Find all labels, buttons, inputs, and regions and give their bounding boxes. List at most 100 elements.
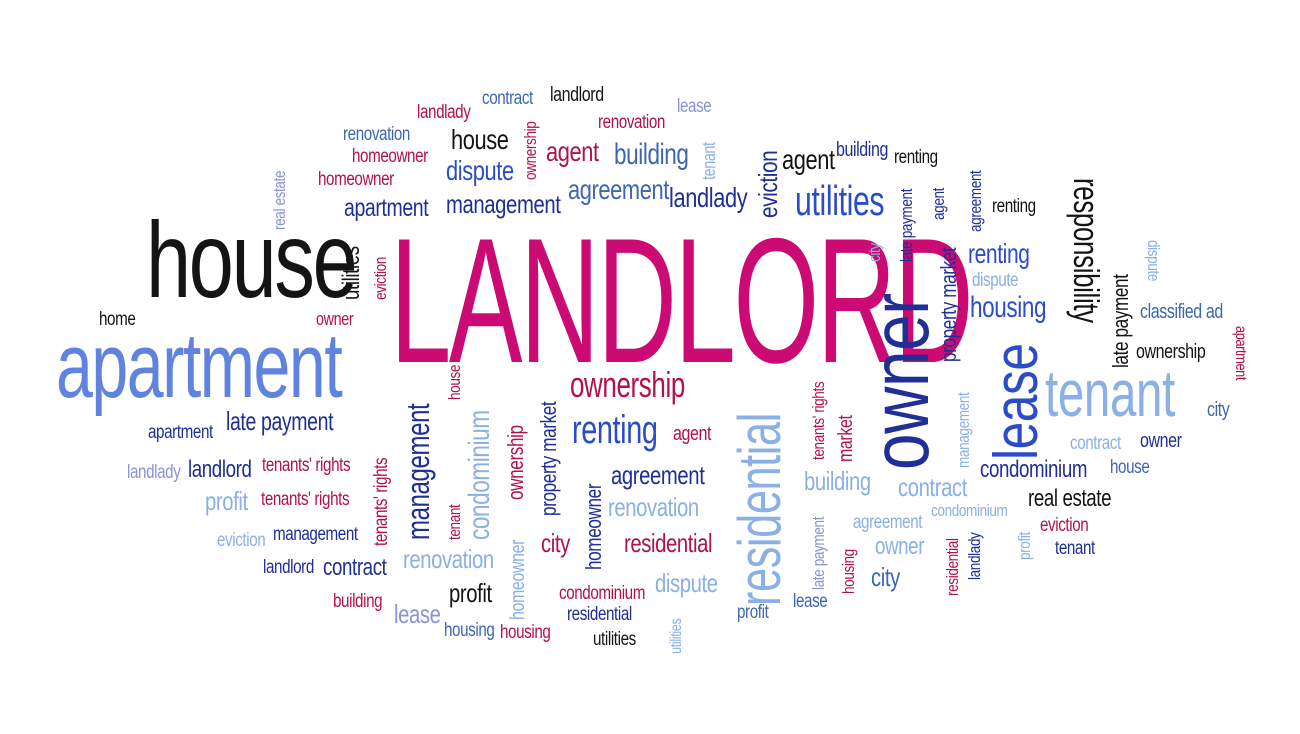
cloud-word: renting xyxy=(894,147,938,168)
cloud-word: residential xyxy=(624,528,713,558)
cloud-word: landlord xyxy=(263,557,314,578)
cloud-word: late payment xyxy=(1108,274,1133,368)
cloud-word: tenants' rights xyxy=(261,489,350,510)
cloud-word: house xyxy=(1110,457,1150,478)
cloud-word: tenants' rights xyxy=(262,455,351,476)
cloud-word: property market xyxy=(936,247,961,362)
cloud-word: housing xyxy=(970,291,1047,324)
cloud-word: landlord xyxy=(188,456,252,483)
cloud-word: agreement xyxy=(611,460,705,490)
cloud-word: landlord xyxy=(550,84,604,106)
cloud-word: contract xyxy=(1070,433,1121,454)
cloud-word: management xyxy=(400,403,436,540)
cloud-word: building xyxy=(804,466,871,496)
cloud-word: late payment xyxy=(897,188,916,262)
cloud-word: apartment xyxy=(1232,326,1249,381)
cloud-word: agent xyxy=(673,423,712,445)
cloud-word: landlady xyxy=(127,462,181,483)
cloud-word: dispute xyxy=(1144,240,1163,282)
cloud-word: utilities xyxy=(795,177,885,224)
cloud-word: lease xyxy=(793,591,828,612)
cloud-word: renovation xyxy=(403,544,494,574)
cloud-word: tenants' rights xyxy=(371,457,392,546)
cloud-word: homeowner xyxy=(318,169,394,190)
cloud-word: building xyxy=(333,591,383,612)
cloud-word: city xyxy=(871,562,900,592)
cloud-word: profit xyxy=(449,578,492,608)
cloud-word: profit xyxy=(1015,532,1034,560)
cloud-word: management xyxy=(446,189,561,219)
cloud-word: apartment xyxy=(344,194,429,222)
cloud-word: real estate xyxy=(270,170,289,230)
cloud-word: agreement xyxy=(568,174,669,205)
cloud-word: ownership xyxy=(503,425,528,500)
cloud-word: utilities xyxy=(668,618,685,654)
cloud-word: dispute xyxy=(972,270,1019,291)
cloud-word: responsibility xyxy=(1066,178,1107,323)
cloud-word: eviction xyxy=(753,150,783,218)
cloud-word: housing xyxy=(444,620,495,641)
cloud-word: renting xyxy=(572,408,658,452)
cloud-word: ownership xyxy=(570,364,685,405)
cloud-word: ownership xyxy=(1136,341,1206,363)
cloud-word: building xyxy=(836,139,888,161)
cloud-word: homeowner xyxy=(581,483,606,570)
cloud-word: dispute xyxy=(446,155,514,186)
cloud-word: city xyxy=(541,528,570,558)
cloud-word: renting xyxy=(968,238,1030,269)
cloud-word: tenants' rights xyxy=(809,381,828,460)
cloud-word: housing xyxy=(839,549,858,594)
cloud-word: classified ad xyxy=(1140,301,1223,323)
cloud-word: homeowner xyxy=(352,146,428,167)
cloud-word: renting xyxy=(992,196,1036,217)
cloud-word: management xyxy=(273,524,358,545)
cloud-word: agent xyxy=(782,144,835,175)
cloud-word: residential xyxy=(943,538,962,596)
cloud-word: tenant xyxy=(445,504,464,540)
cloud-word: utilities xyxy=(593,629,636,650)
cloud-word: homeowner xyxy=(507,539,529,620)
cloud-word: profit xyxy=(737,602,769,623)
cloud-word: city xyxy=(1207,399,1230,421)
cloud-word: apartment xyxy=(56,315,343,417)
cloud-word: residential xyxy=(726,413,793,606)
cloud-word: owner xyxy=(1140,430,1182,452)
cloud-word: tenant xyxy=(1045,356,1175,430)
cloud-word: contract xyxy=(898,472,968,502)
cloud-word: market xyxy=(835,415,857,463)
cloud-word: agreement xyxy=(966,170,985,232)
cloud-word: contract xyxy=(323,554,387,581)
cloud-word: owner xyxy=(855,293,946,470)
cloud-word: real estate xyxy=(1028,485,1112,512)
cloud-word: house xyxy=(146,199,358,320)
cloud-word: home xyxy=(99,309,136,330)
cloud-word-landlord: LANDLORD xyxy=(390,201,974,400)
cloud-word: agent xyxy=(546,136,599,167)
cloud-word: late payment xyxy=(226,406,334,436)
cloud-word: management xyxy=(954,392,973,468)
cloud-word: owner xyxy=(316,309,354,329)
cloud-word: city xyxy=(865,243,884,262)
cloud-word: property market xyxy=(536,401,561,516)
cloud-word: owner xyxy=(875,533,925,560)
cloud-word: late payment xyxy=(809,516,828,590)
cloud-word: agent xyxy=(929,187,948,220)
cloud-word: contract xyxy=(482,88,533,109)
cloud-word: residential xyxy=(567,604,632,625)
cloud-word: house xyxy=(451,124,509,155)
cloud-word: landlady xyxy=(965,532,984,580)
cloud-word: apartment xyxy=(148,422,213,443)
cloud-word: renovation xyxy=(343,124,410,145)
cloud-word: house xyxy=(445,364,464,400)
cloud-word: tenant xyxy=(1055,538,1095,559)
cloud-word: ownership xyxy=(521,121,540,180)
cloud-word: condominium xyxy=(931,501,1008,520)
cloud-word: landlady xyxy=(417,102,471,123)
cloud-word: profit xyxy=(205,486,248,516)
cloud-word: housing xyxy=(500,622,551,643)
cloud-word: condominium xyxy=(980,456,1088,483)
cloud-word: renovation xyxy=(608,492,699,522)
cloud-word: eviction xyxy=(217,530,266,551)
cloud-word: condominium xyxy=(559,583,645,604)
